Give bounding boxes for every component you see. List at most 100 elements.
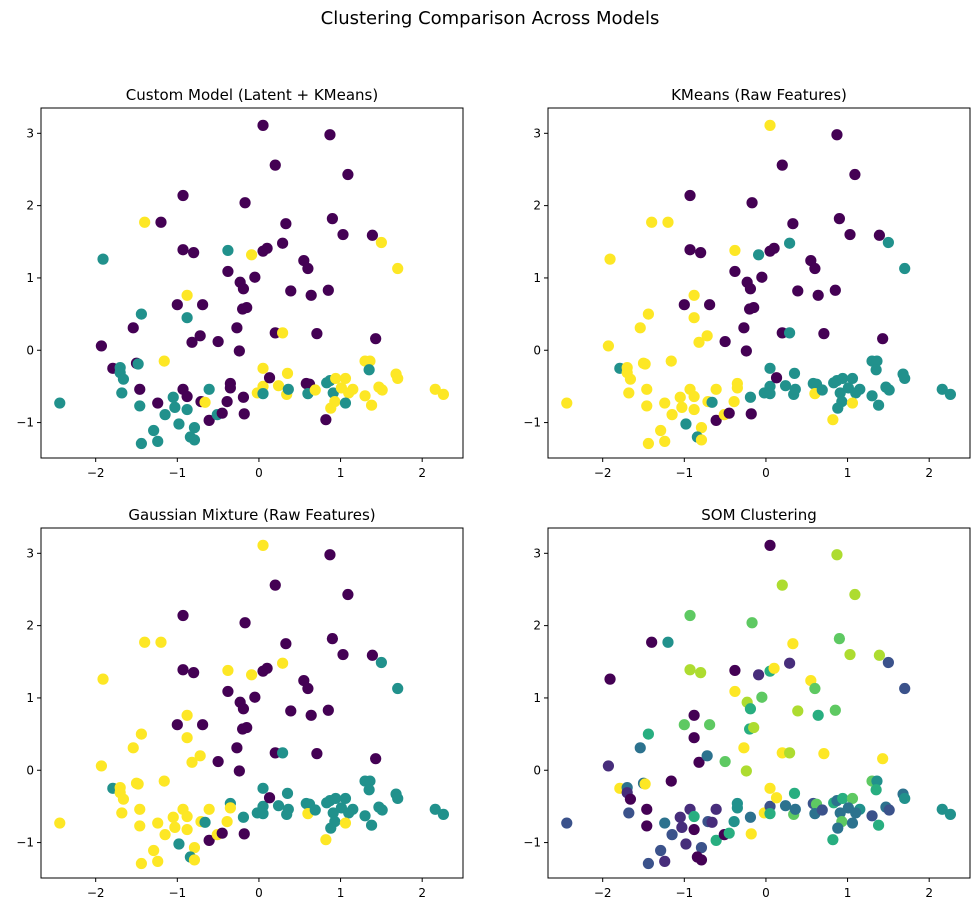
data-point (257, 119, 269, 131)
data-point (623, 807, 635, 819)
data-point (325, 402, 337, 414)
data-point (829, 704, 841, 716)
data-point (257, 539, 269, 551)
x-tick-label: 0 (762, 466, 770, 480)
data-point (646, 216, 658, 228)
data-point (639, 778, 651, 790)
data-point (97, 673, 109, 685)
data-point (729, 265, 741, 278)
data-point (263, 372, 276, 384)
data-point (744, 391, 757, 403)
data-point (159, 829, 171, 841)
data-point (676, 401, 688, 413)
x-tick-label: −1 (675, 466, 693, 480)
y-tick-label: 2 (533, 619, 541, 633)
data-point (788, 787, 801, 799)
data-point (787, 218, 799, 230)
data-point (311, 328, 323, 340)
data-point (827, 834, 839, 846)
data-point (642, 728, 654, 740)
data-point (188, 854, 201, 866)
data-point (181, 732, 193, 744)
data-point (729, 685, 741, 698)
scatter-plot: −2 −1 0 1 2 −1 0 1 2 3 (16, 527, 464, 900)
data-point (171, 299, 183, 311)
y-tick-label: −1 (16, 416, 34, 430)
data-point (188, 422, 201, 434)
data-point (366, 649, 378, 661)
data-point (134, 803, 146, 815)
scatter-plot: −2 −1 0 1 2 −1 0 1 2 3 (523, 527, 971, 900)
data-point (54, 397, 66, 409)
data-point (194, 750, 206, 762)
data-point (155, 636, 167, 648)
data-point (197, 719, 209, 731)
data-point (186, 756, 198, 768)
data-point (642, 857, 654, 870)
data-point (221, 815, 233, 828)
data-point (169, 821, 181, 833)
data-point (882, 236, 894, 249)
data-point (662, 636, 674, 648)
data-point (257, 808, 269, 820)
data-point (132, 358, 144, 370)
data-point (816, 384, 828, 396)
data-point (695, 667, 707, 679)
data-point (837, 792, 849, 805)
data-point (776, 159, 788, 171)
data-point (326, 213, 339, 225)
data-point (787, 638, 799, 650)
data-point (188, 842, 201, 854)
data-point (203, 803, 215, 815)
data-point (171, 719, 183, 731)
data-point (282, 803, 294, 815)
data-point (602, 340, 615, 352)
data-point (789, 803, 801, 815)
data-point (792, 285, 804, 297)
data-point (883, 384, 895, 396)
data-point (365, 399, 378, 411)
data-point (642, 437, 654, 450)
y-tick-label: 3 (533, 546, 541, 560)
data-point (693, 756, 705, 768)
data-point (752, 669, 765, 681)
x-tick-label: 0 (762, 886, 770, 900)
data-point (222, 685, 234, 698)
data-point (194, 330, 206, 342)
y-tick-label: 1 (533, 691, 541, 705)
data-point (134, 383, 146, 395)
x-tick-label: −2 (87, 466, 105, 480)
data-point (642, 308, 654, 320)
data-point (363, 784, 375, 796)
data-point (752, 249, 765, 261)
data-point (561, 397, 573, 409)
y-tick-label: 0 (533, 763, 541, 777)
y-tick-label: 1 (26, 691, 34, 705)
data-point (710, 414, 722, 426)
data-point (744, 703, 757, 715)
data-point (812, 709, 824, 721)
x-tick-label: −2 (87, 886, 105, 900)
data-point (281, 787, 294, 799)
scatter-plot: −2 −1 0 1 2 −1 0 1 2 3 (523, 107, 971, 480)
data-point (127, 742, 139, 754)
subplot-title: KMeans (Raw Features) (671, 86, 847, 104)
x-tick-label: 2 (418, 886, 426, 900)
data-point (429, 383, 441, 395)
data-point (704, 299, 716, 311)
data-point (788, 367, 801, 379)
data-point (324, 129, 336, 141)
data-point (561, 817, 573, 829)
data-point (871, 355, 883, 367)
data-point (173, 838, 185, 850)
data-point (269, 159, 281, 171)
data-point (173, 418, 185, 430)
data-point (155, 216, 167, 228)
data-point (186, 336, 198, 348)
data-point (899, 792, 911, 805)
data-point (392, 682, 404, 695)
data-point (641, 400, 653, 412)
x-tick-label: 1 (337, 466, 345, 480)
data-point (261, 662, 273, 674)
data-point (936, 383, 948, 395)
